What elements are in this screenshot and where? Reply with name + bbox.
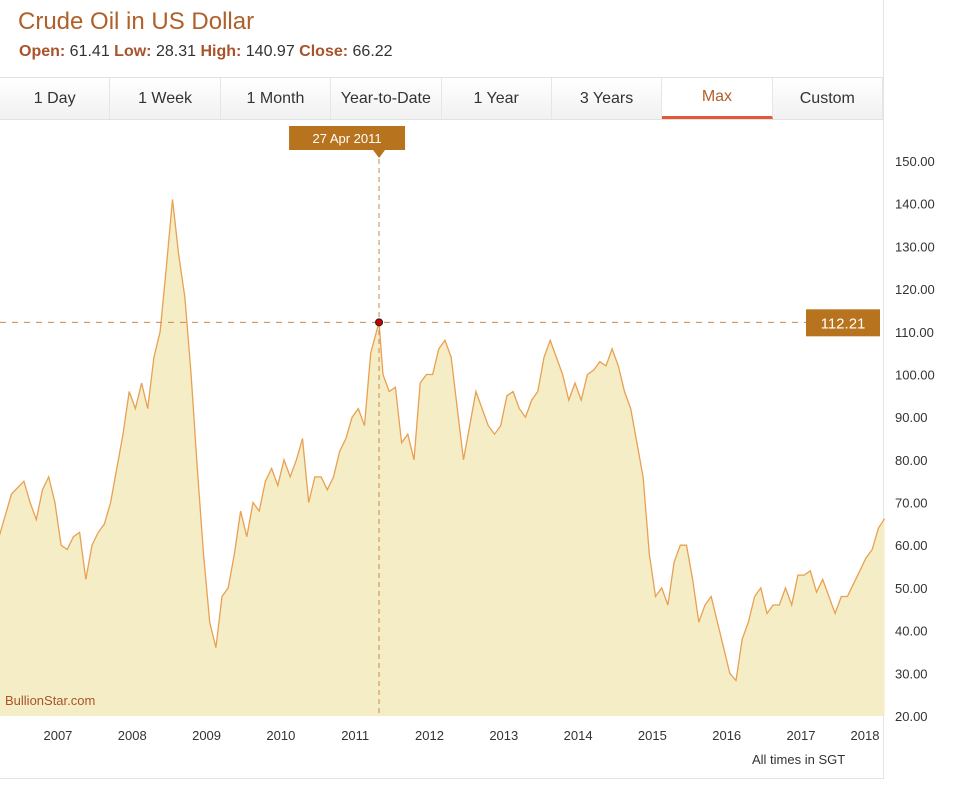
y-tick-label: 60.00 bbox=[895, 538, 928, 553]
value-tooltip bbox=[806, 309, 880, 337]
x-tick-label: 2018 bbox=[851, 728, 880, 743]
open-value: 61.41 bbox=[69, 43, 110, 60]
low-label: Low: bbox=[114, 43, 152, 60]
y-tick-label: 80.00 bbox=[895, 453, 928, 468]
chart-container bbox=[0, 0, 884, 779]
x-tick-label: 2014 bbox=[564, 728, 593, 743]
area-fill bbox=[0, 199, 885, 716]
x-tick-label: 2017 bbox=[787, 728, 816, 743]
open-label: Open: bbox=[19, 43, 66, 60]
tab-3-years[interactable]: 3 Years bbox=[551, 78, 663, 119]
price-line bbox=[0, 199, 886, 682]
tab-custom[interactable]: Custom bbox=[772, 78, 883, 119]
close-value: 66.22 bbox=[352, 43, 393, 60]
close-label: Close: bbox=[299, 43, 349, 60]
high-label: High: bbox=[200, 43, 242, 60]
date-tooltip-pointer bbox=[373, 150, 386, 158]
y-tick-label: 40.00 bbox=[895, 624, 928, 639]
y-tick-label: 130.00 bbox=[895, 239, 935, 254]
x-tick-label: 2011 bbox=[341, 728, 369, 743]
y-tick-label: 50.00 bbox=[895, 581, 928, 596]
date-tooltip bbox=[289, 126, 406, 150]
range-tabs: 1 Day 1 Week 1 Month Year-to-Date 1 Year… bbox=[0, 77, 883, 120]
crosshair-point bbox=[375, 318, 384, 327]
x-tick-label: 2008 bbox=[118, 728, 147, 743]
price-stats: Open: 61.41 Low: 28.31 High: 140.97 Clos… bbox=[19, 43, 393, 61]
y-tick-label: 110.00 bbox=[895, 325, 934, 340]
x-tick-label: 2015 bbox=[638, 728, 667, 743]
x-tick-label: 2010 bbox=[266, 728, 295, 743]
y-tick-label: 150.00 bbox=[895, 154, 935, 169]
tab-1-day[interactable]: 1 Day bbox=[0, 78, 111, 119]
x-tick-label: 2012 bbox=[415, 728, 444, 743]
x-tick-label: 2016 bbox=[712, 728, 741, 743]
y-tick-label: 90.00 bbox=[895, 410, 928, 425]
date-tooltip-label: 27 Apr 2011 bbox=[312, 131, 381, 146]
tab-1-month[interactable]: 1 Month bbox=[220, 78, 332, 119]
page-title: Crude Oil in US Dollar bbox=[18, 8, 255, 35]
tab-year-to-date[interactable]: Year-to-Date bbox=[331, 78, 442, 119]
high-value: 140.97 bbox=[245, 43, 295, 60]
x-tick-label: 2013 bbox=[489, 728, 518, 743]
tab-1-week[interactable]: 1 Week bbox=[110, 78, 221, 119]
y-tick-label: 100.00 bbox=[895, 367, 935, 382]
y-tick-label: 70.00 bbox=[895, 496, 928, 511]
y-tick-label: 120.00 bbox=[895, 282, 935, 297]
value-tooltip-label: 112.21 bbox=[821, 315, 866, 332]
brand-watermark: BullionStar.com bbox=[5, 693, 96, 708]
x-tick-label: 2007 bbox=[43, 728, 72, 743]
y-tick-label: 20.00 bbox=[895, 709, 928, 724]
x-tick-label: 2009 bbox=[192, 728, 221, 743]
y-tick-label: 140.00 bbox=[895, 197, 935, 212]
tab-max[interactable]: Max bbox=[662, 78, 773, 119]
tab-1-year[interactable]: 1 Year bbox=[441, 78, 552, 119]
timezone-note: All times in SGT bbox=[752, 752, 846, 767]
y-tick-label: 30.00 bbox=[895, 666, 928, 681]
low-value: 28.31 bbox=[155, 43, 196, 60]
